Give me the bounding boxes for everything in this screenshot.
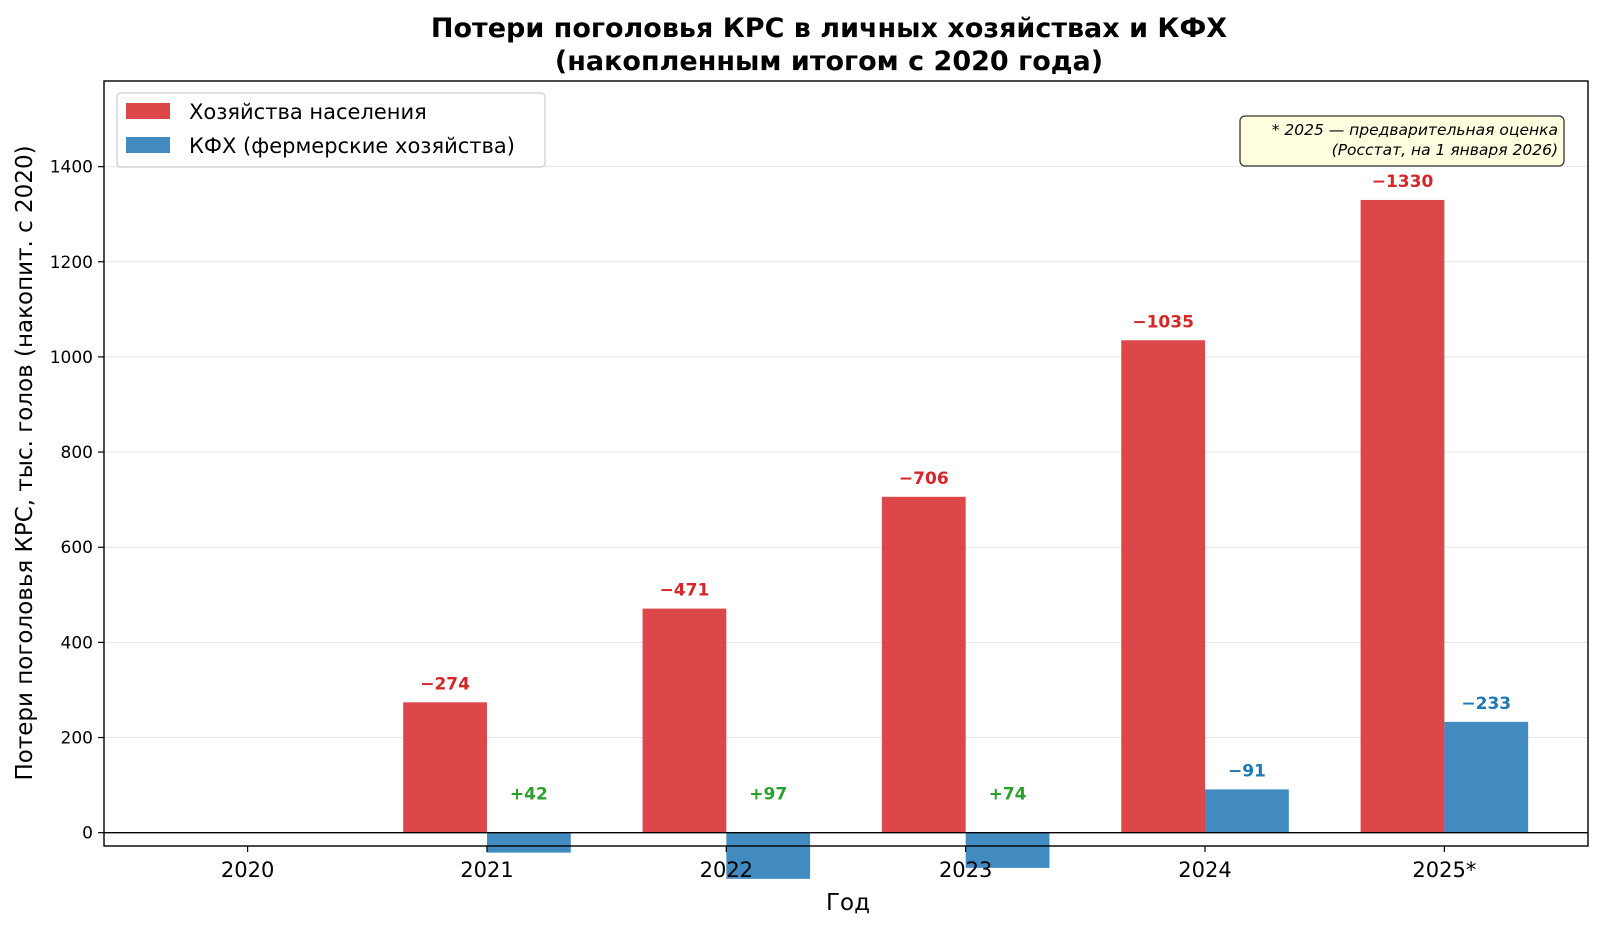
bar-value-label: −1035 <box>1132 312 1194 332</box>
bar-farms <box>1444 721 1529 833</box>
x-tick-label: 2020 <box>221 858 274 882</box>
bar-value-label: −471 <box>660 581 710 601</box>
bar-households <box>1360 199 1445 833</box>
x-tick-label: 2024 <box>1178 858 1231 882</box>
bar-households <box>642 608 727 833</box>
x-tick-label: 2022 <box>700 858 753 882</box>
y-tick-label: 1400 <box>50 158 93 178</box>
legend-label-households: Хозяйства населения <box>189 100 427 124</box>
x-tick-label: 2023 <box>939 858 992 882</box>
y-tick-label: 800 <box>61 443 93 463</box>
plot-frame <box>103 80 1589 847</box>
legend-label-farms: КФХ (фермерские хозяйства) <box>189 134 515 158</box>
bar-value-label: +97 <box>749 785 787 805</box>
x-tick-label: 2021 <box>460 858 513 882</box>
legend-swatch-households <box>126 103 170 119</box>
legend-box <box>116 92 546 168</box>
y-tick-label: 400 <box>61 633 93 653</box>
legend: Хозяйства населения КФХ (фермерские хозя… <box>116 92 546 168</box>
bar-households <box>403 702 487 833</box>
bar-value-label: −1330 <box>1372 172 1434 192</box>
bar-value-label: −706 <box>899 469 949 489</box>
bar-households <box>1121 340 1206 833</box>
y-axis-label: Потери поголовья КРС, тыс. голов (накопи… <box>12 145 38 780</box>
bar-farms <box>486 832 571 853</box>
bar-farms <box>1205 789 1289 833</box>
y-tick-label: 1000 <box>50 348 93 368</box>
note-background <box>1239 115 1565 167</box>
bar-value-label: −274 <box>420 674 470 694</box>
bar-labels: −274 −471 −706 −1035 −1330 +42 +97 +74 −91 −233 <box>420 172 1511 805</box>
note-line2: (Росстат, на 1 января 2026) <box>1332 141 1558 159</box>
gridlines <box>104 166 1588 834</box>
y-tick-label: 0 <box>82 824 93 844</box>
y-tick-label: 200 <box>61 729 93 749</box>
legend-swatch-farms <box>126 137 170 153</box>
y-tick-label: 600 <box>61 538 93 558</box>
bar-farms <box>726 832 811 879</box>
bar-households <box>881 496 966 833</box>
y-axis-ticks: 0 200 400 600 800 1000 1200 1400 <box>50 158 104 844</box>
chart-title-line2: (накопленным итогом с 2020 года) <box>555 46 1103 77</box>
bar-value-label: +74 <box>989 785 1027 805</box>
x-axis-label: Год <box>826 890 870 916</box>
x-axis-ticks: 2020 2021 2022 2023 2024 2025* <box>221 846 1476 882</box>
note-line1: * 2025 — предварительная оценка <box>1272 121 1558 139</box>
bar-value-label: −233 <box>1461 694 1511 714</box>
bars <box>403 199 1529 879</box>
bar-value-label: +42 <box>510 785 548 805</box>
chart-title-line1: Потери поголовья КРС в личных хозяйствах… <box>431 13 1227 44</box>
y-tick-label: 1200 <box>50 253 93 273</box>
bar-farms <box>965 832 1050 868</box>
note-box: * 2025 — предварительная оценка (Росстат… <box>1239 115 1565 167</box>
x-tick-label: 2025* <box>1412 858 1476 882</box>
bar-value-label: −91 <box>1228 761 1266 781</box>
